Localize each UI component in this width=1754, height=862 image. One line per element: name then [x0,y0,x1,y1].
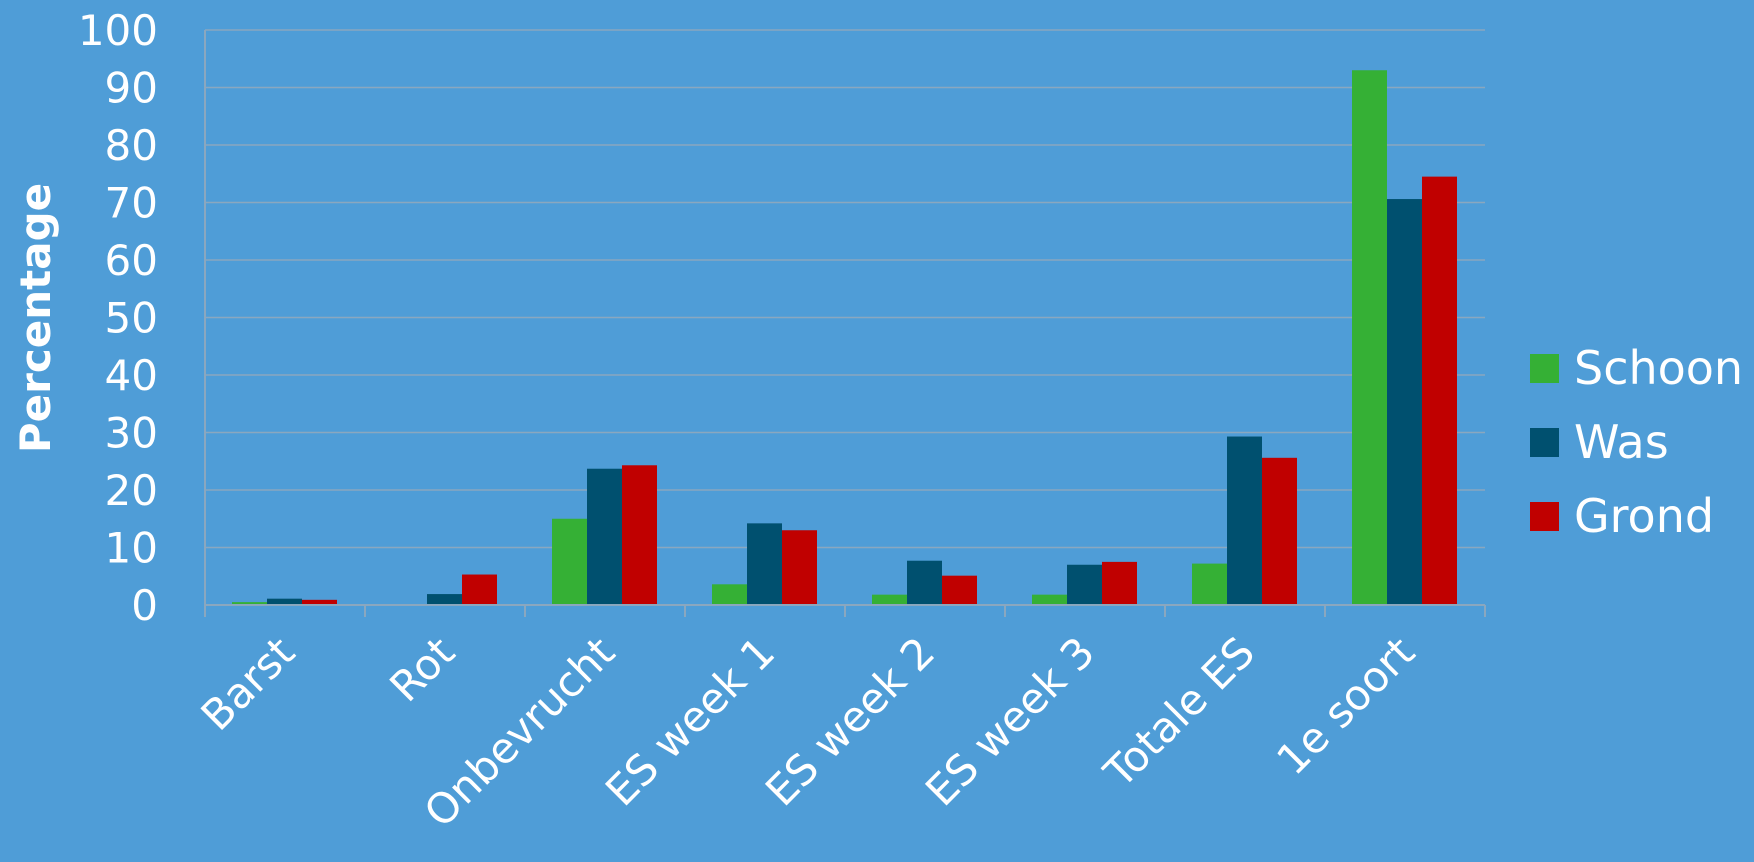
y-tick-label: 50 [105,294,158,343]
x-tick-label: 1e soort [1267,627,1424,784]
x-tick-label: Rot [380,627,464,711]
bar-schoon-0 [232,602,267,605]
x-tick-label: Barst [192,627,305,740]
bars [232,70,1457,606]
y-tick-label: 80 [105,121,158,170]
y-tick-label: 100 [78,6,158,55]
legend-label-grond: Grond [1574,489,1714,543]
bar-was-4 [907,560,942,605]
x-tick-label: Totale ES [1094,627,1264,797]
x-tick-label: ES week 1 [596,627,784,815]
legend-swatch-was [1530,428,1559,457]
bar-grond-7 [1422,176,1457,605]
legend-swatch-schoon [1530,354,1559,383]
bar-was-7 [1387,199,1422,606]
x-tick-label: ES week 3 [916,627,1104,815]
bar-grond-1 [462,574,497,605]
bar-schoon-7 [1352,70,1387,605]
bar-schoon-6 [1192,563,1227,605]
grid-lines [205,29,1485,606]
y-tick-label: 70 [105,179,158,228]
y-tick-label: 60 [105,236,158,285]
bar-grond-0 [302,599,337,605]
bar-was-3 [747,523,782,605]
y-tick-label: 40 [105,351,158,400]
y-tick-label: 20 [105,466,158,515]
legend-swatch-grond [1530,502,1559,531]
bar-schoon-4 [872,594,907,605]
y-tick-label: 0 [131,581,158,630]
y-tick-label: 10 [105,524,158,573]
bar-grond-2 [622,465,657,605]
bar-grond-5 [1102,561,1137,605]
y-tick-label: 90 [105,64,158,113]
y-tick-labels: 0 10 20 30 40 50 60 70 80 90 100 [78,6,158,630]
bar-was-6 [1227,436,1262,605]
bar-schoon-5 [1032,594,1067,605]
legend-label-schoon: Schoon [1574,341,1743,395]
bar-schoon-2 [552,518,587,605]
bar-grond-6 [1262,457,1297,605]
legend-label-was: Was [1574,415,1669,469]
x-tick-label: ES week 2 [756,627,944,815]
bar-was-0 [267,598,302,605]
bar-was-5 [1067,564,1102,605]
y-axis-label: Percentage [11,183,60,453]
bar-grond-4 [942,575,977,605]
legend: Schoon Was Grond [1530,341,1743,543]
bar-was-2 [587,468,622,605]
axes [204,30,1486,617]
bar-schoon-3 [712,584,747,605]
bar-grond-3 [782,530,817,605]
y-tick-label: 30 [105,409,158,458]
bar-was-1 [427,594,462,605]
